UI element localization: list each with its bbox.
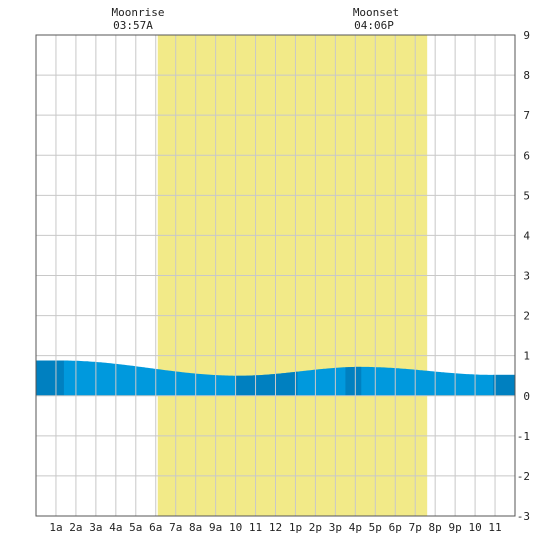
moonrise-time: 03:57A [113,19,153,32]
y-tick-label-9: 9 [523,29,530,42]
tide-dark-band-3 [493,374,515,396]
moonset-label: Moonset [353,6,399,19]
x-tick-label-6p: 6p [389,521,402,534]
y-tick-label-7: 7 [523,109,530,122]
x-tick-label-3a: 3a [89,521,102,534]
x-tick-label-11: 11 [249,521,262,534]
x-tick-label-9p: 9p [449,521,462,534]
x-tick-label-2a: 2a [69,521,82,534]
tide-dark-band-2 [345,366,362,396]
x-tick-label-8a: 8a [189,521,202,534]
y-tick-label--3: -3 [517,510,530,523]
x-tick-label-4a: 4a [109,521,122,534]
y-tick-label--2: -2 [517,470,530,483]
axis-layer: 1a 2a 3a 4a 5a 6a 7a 8a 9a 10 11 12 1p 2p 3p 4p 5p 6p 7p 8p… [49,29,530,534]
x-tick-label-7a: 7a [169,521,182,534]
x-tick-label-2p: 2p [309,521,322,534]
x-tick-label-1a: 1a [49,521,62,534]
x-tick-label-5p: 5p [369,521,382,534]
moonrise-label: Moonrise [112,6,165,19]
y-tick-label-1: 1 [523,350,530,363]
x-tick-label-7p: 7p [409,521,422,534]
y-tick-label-3: 3 [523,270,530,283]
x-tick-label-1p: 1p [289,521,302,534]
y-tick-label-8: 8 [523,69,530,82]
y-tick-label-2: 2 [523,310,530,323]
grid-layer [35,34,516,517]
x-tick-label-3p: 3p [329,521,342,534]
x-tick-label-6a: 6a [149,521,162,534]
y-tick-label-5: 5 [523,189,530,202]
x-tick-label-4p: 4p [349,521,362,534]
x-tick-label-5a: 5a [129,521,142,534]
x-tick-label-9a: 9a [209,521,222,534]
plot-border [35,34,516,517]
x-tick-label-11: 11 [488,521,501,534]
y-tick-label--1: -1 [517,430,530,443]
x-tick-label-10: 10 [468,521,481,534]
tide-dark-band-1 [235,371,298,396]
tide-dark-band-0 [36,360,64,396]
x-tick-label-12: 12 [269,521,282,534]
moonset-time: 04:06P [354,19,394,32]
x-tick-label-8p: 8p [429,521,442,534]
y-tick-label-6: 6 [523,149,530,162]
y-tick-label-4: 4 [523,229,530,242]
y-tick-label-0: 0 [523,390,530,403]
x-tick-label-10: 10 [229,521,242,534]
